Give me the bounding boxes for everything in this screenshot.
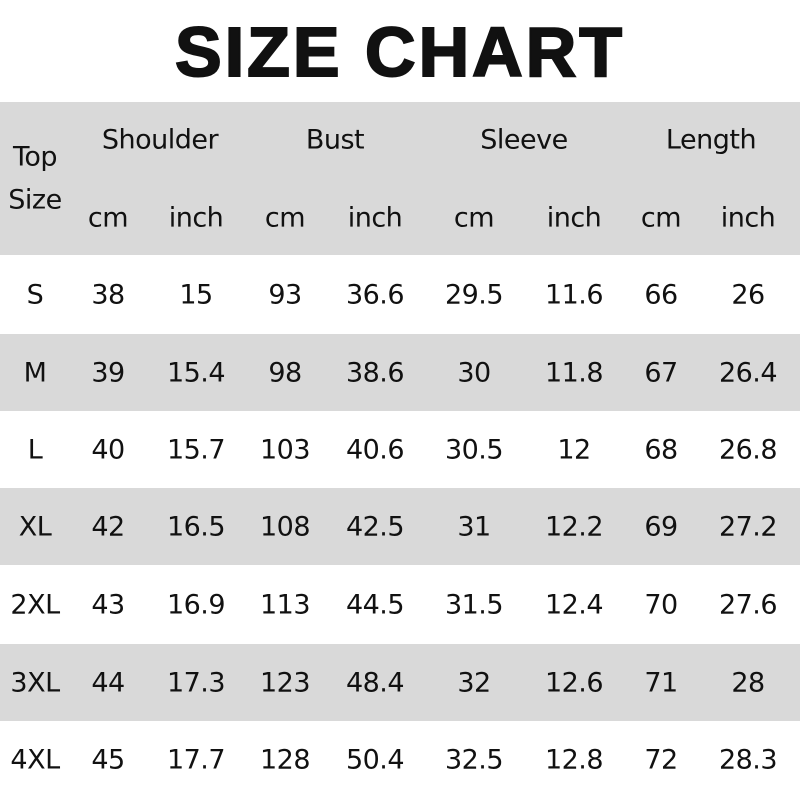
header-size-label: Size xyxy=(8,184,62,216)
row-band xyxy=(0,488,800,565)
table-cell: 32 xyxy=(457,667,491,699)
table-cell: 40.6 xyxy=(345,434,405,466)
table-cell: 66 xyxy=(644,279,678,311)
size-label: XL xyxy=(18,511,52,543)
table-cell: 39 xyxy=(91,357,125,389)
table-cell: 44.5 xyxy=(345,589,405,621)
unit-header: cm xyxy=(640,202,682,234)
size-label: M xyxy=(23,357,47,389)
table-cell: 71 xyxy=(644,667,678,699)
table-cell: 67 xyxy=(644,357,678,389)
table-cell: 17.3 xyxy=(166,667,226,699)
table-cell: 98 xyxy=(268,357,302,389)
table-cell: 70 xyxy=(644,589,678,621)
table-cell: 72 xyxy=(644,744,678,776)
table-cell: 26 xyxy=(731,279,765,311)
table-cell: 27.2 xyxy=(718,511,778,543)
row-band xyxy=(0,644,800,721)
unit-header: cm xyxy=(87,202,129,234)
size-label: L xyxy=(27,434,43,466)
unit-header: cm xyxy=(453,202,495,234)
size-label: 2XL xyxy=(10,589,60,621)
unit-header: inch xyxy=(347,202,403,234)
table-cell: 15.7 xyxy=(166,434,226,466)
table-cell: 50.4 xyxy=(345,744,405,776)
size-label: 3XL xyxy=(10,667,60,699)
table-cell: 38.6 xyxy=(345,357,405,389)
table-cell: 108 xyxy=(259,511,311,543)
table-cell: 15 xyxy=(179,279,213,311)
unit-header: inch xyxy=(168,202,224,234)
table-cell: 27.6 xyxy=(718,589,778,621)
table-cell: 42.5 xyxy=(345,511,405,543)
table-cell: 30.5 xyxy=(444,434,504,466)
row-band xyxy=(0,334,800,411)
table-cell: 12.6 xyxy=(544,667,604,699)
table-cell: 103 xyxy=(259,434,311,466)
table-cell: 17.7 xyxy=(166,744,226,776)
column-group-header: Sleeve xyxy=(480,124,568,156)
table-cell: 40 xyxy=(91,434,125,466)
table-cell: 36.6 xyxy=(345,279,405,311)
table-cell: 45 xyxy=(91,744,125,776)
table-cell: 31 xyxy=(457,511,491,543)
table-cell: 93 xyxy=(268,279,302,311)
table-cell: 30 xyxy=(457,357,491,389)
table-cell: 28 xyxy=(731,667,765,699)
unit-header: inch xyxy=(546,202,602,234)
table-cell: 26.4 xyxy=(718,357,778,389)
table-cell: 12.2 xyxy=(544,511,604,543)
table-cell: 38 xyxy=(91,279,125,311)
table-cell: 128 xyxy=(259,744,311,776)
header-size-label: Top xyxy=(12,141,58,173)
column-group-header: Bust xyxy=(305,124,365,156)
table-cell: 28.3 xyxy=(718,744,778,776)
table-cell: 43 xyxy=(91,589,125,621)
table-cell: 44 xyxy=(91,667,125,699)
table-cell: 11.6 xyxy=(544,279,604,311)
table-cell: 29.5 xyxy=(444,279,504,311)
table-cell: 31.5 xyxy=(444,589,504,621)
table-cell: 15.4 xyxy=(166,357,226,389)
table-cell: 12.8 xyxy=(544,744,604,776)
table-cell: 42 xyxy=(91,511,125,543)
table-cell: 48.4 xyxy=(345,667,405,699)
table-cell: 26.8 xyxy=(718,434,778,466)
table-cell: 16.5 xyxy=(166,511,226,543)
table-cell: 32.5 xyxy=(444,744,504,776)
column-group-header: Length xyxy=(665,124,757,156)
unit-header: inch xyxy=(720,202,776,234)
table-cell: 16.9 xyxy=(166,589,226,621)
size-label: S xyxy=(26,279,44,311)
table-cell: 123 xyxy=(259,667,311,699)
size-label: 4XL xyxy=(10,744,60,776)
table-cell: 12.4 xyxy=(544,589,604,621)
header-band xyxy=(0,102,800,255)
table-cell: 69 xyxy=(644,511,678,543)
table-cell: 68 xyxy=(644,434,678,466)
column-group-header: Shoulder xyxy=(101,124,219,156)
table-cell: 11.8 xyxy=(544,357,604,389)
page-title: SIZE CHART xyxy=(174,12,625,92)
table-cell: 12 xyxy=(557,434,591,466)
unit-header: cm xyxy=(264,202,306,234)
table-cell: 113 xyxy=(259,589,311,621)
